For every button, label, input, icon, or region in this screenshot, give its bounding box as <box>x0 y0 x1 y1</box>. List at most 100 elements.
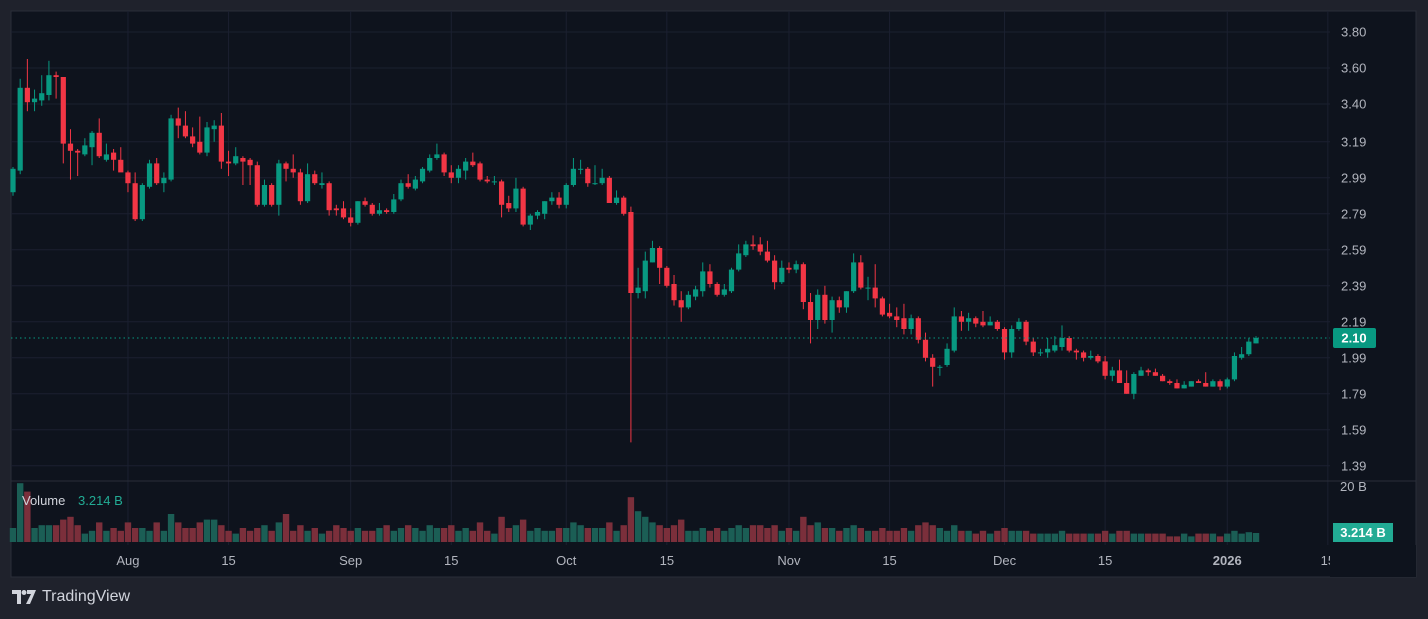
volume-bar <box>491 533 498 542</box>
candle <box>1231 352 1238 382</box>
volume-bar <box>821 528 829 542</box>
candle <box>520 186 526 227</box>
candle <box>908 314 914 335</box>
volume-bar <box>1216 536 1224 542</box>
volume-bar <box>318 533 326 542</box>
volume-bar <box>103 530 110 542</box>
candle-body <box>197 141 203 153</box>
candle <box>340 201 347 220</box>
volume-bars <box>9 483 1260 542</box>
candle-body <box>254 165 260 205</box>
candle-body <box>290 168 296 173</box>
candle <box>484 176 490 184</box>
volume-bar <box>1137 533 1145 542</box>
volume-bar <box>189 528 196 542</box>
candle-body <box>376 210 383 214</box>
volume-bar <box>1202 533 1209 542</box>
volume-bar <box>907 530 915 542</box>
volume-bar <box>1145 533 1152 542</box>
candle <box>879 296 885 317</box>
volume-bar <box>771 525 778 542</box>
volume-bar <box>951 525 958 542</box>
volume-bar <box>1238 533 1245 542</box>
candles <box>10 59 1259 443</box>
candle <box>211 120 217 142</box>
candle-body <box>448 172 454 178</box>
candle-body <box>225 161 232 164</box>
volume-bar <box>1231 530 1238 542</box>
candle <box>182 111 189 139</box>
candle <box>671 275 677 306</box>
volume-bar <box>1159 533 1166 542</box>
volume-bar <box>1180 533 1188 542</box>
volume-bar <box>376 528 383 542</box>
volume-bar <box>1001 528 1008 542</box>
candle-body <box>764 251 771 261</box>
candle-body <box>908 318 914 329</box>
candle <box>736 244 742 272</box>
y-tick-label: 1.39 <box>1341 458 1366 473</box>
candle-body <box>879 298 885 315</box>
volume-bar <box>167 514 175 542</box>
candle <box>1037 348 1044 356</box>
volume-bar <box>1022 530 1030 542</box>
candle <box>635 267 641 299</box>
volume-bar <box>225 530 232 542</box>
candle <box>865 276 871 301</box>
candle-body <box>937 366 943 368</box>
tradingview-logo[interactable]: TradingView <box>12 588 130 606</box>
candle-body <box>1210 381 1216 387</box>
volume-bar <box>110 528 117 542</box>
tradingview-logo-icon <box>12 590 36 604</box>
volume-bar <box>254 528 261 542</box>
candle <box>1167 379 1173 385</box>
candle-body <box>721 289 727 295</box>
volume-bar <box>570 522 577 542</box>
volume-bar <box>1080 533 1087 542</box>
candle <box>649 240 656 263</box>
volume-bar <box>440 528 448 542</box>
volume-bar <box>1252 533 1260 542</box>
candle <box>1095 354 1101 364</box>
candle-body <box>1109 370 1115 376</box>
volume-bar <box>836 530 843 542</box>
candle-body <box>1045 348 1051 353</box>
candle-body <box>10 168 16 193</box>
candle <box>1030 338 1036 356</box>
volume-bar <box>872 530 879 542</box>
volume-bar <box>218 525 225 542</box>
volume-bar <box>807 525 814 542</box>
candle <box>886 303 893 319</box>
candle <box>922 332 929 362</box>
candle <box>276 159 282 216</box>
time-axis[interactable]: Aug 15 Sep 15 Oct 15 Nov 15 Dec 15 2026 15 <box>116 545 1416 577</box>
candle-body <box>534 212 541 216</box>
volume-bar <box>210 519 218 542</box>
candle-body <box>75 150 81 153</box>
candle <box>348 208 354 227</box>
axis-corner <box>1330 545 1416 577</box>
candle-body <box>1116 370 1123 383</box>
volume-bar <box>1152 533 1159 542</box>
candle <box>642 251 648 299</box>
price-axis[interactable]: 3.80 3.60 3.40 3.19 2.99 2.79 2.59 2.39 2.19 1.99… <box>1341 25 1366 474</box>
x-tick-label: 15 <box>221 553 235 568</box>
volume-legend-label: Volume <box>22 493 65 508</box>
candle-body <box>125 172 131 184</box>
candle-body <box>951 316 957 351</box>
volume-bar <box>96 522 103 542</box>
volume-bar <box>462 528 469 542</box>
candle <box>398 179 404 202</box>
candle <box>915 316 921 344</box>
volume-bar <box>900 528 908 542</box>
candle <box>606 176 612 203</box>
volume-bar <box>1173 536 1181 542</box>
volume-bar <box>699 528 706 542</box>
volume-bar <box>764 528 771 542</box>
candle <box>175 107 181 139</box>
candle <box>1224 377 1230 389</box>
candle-body <box>793 264 799 270</box>
candle-body <box>312 174 318 184</box>
volume-bar <box>1101 530 1109 542</box>
